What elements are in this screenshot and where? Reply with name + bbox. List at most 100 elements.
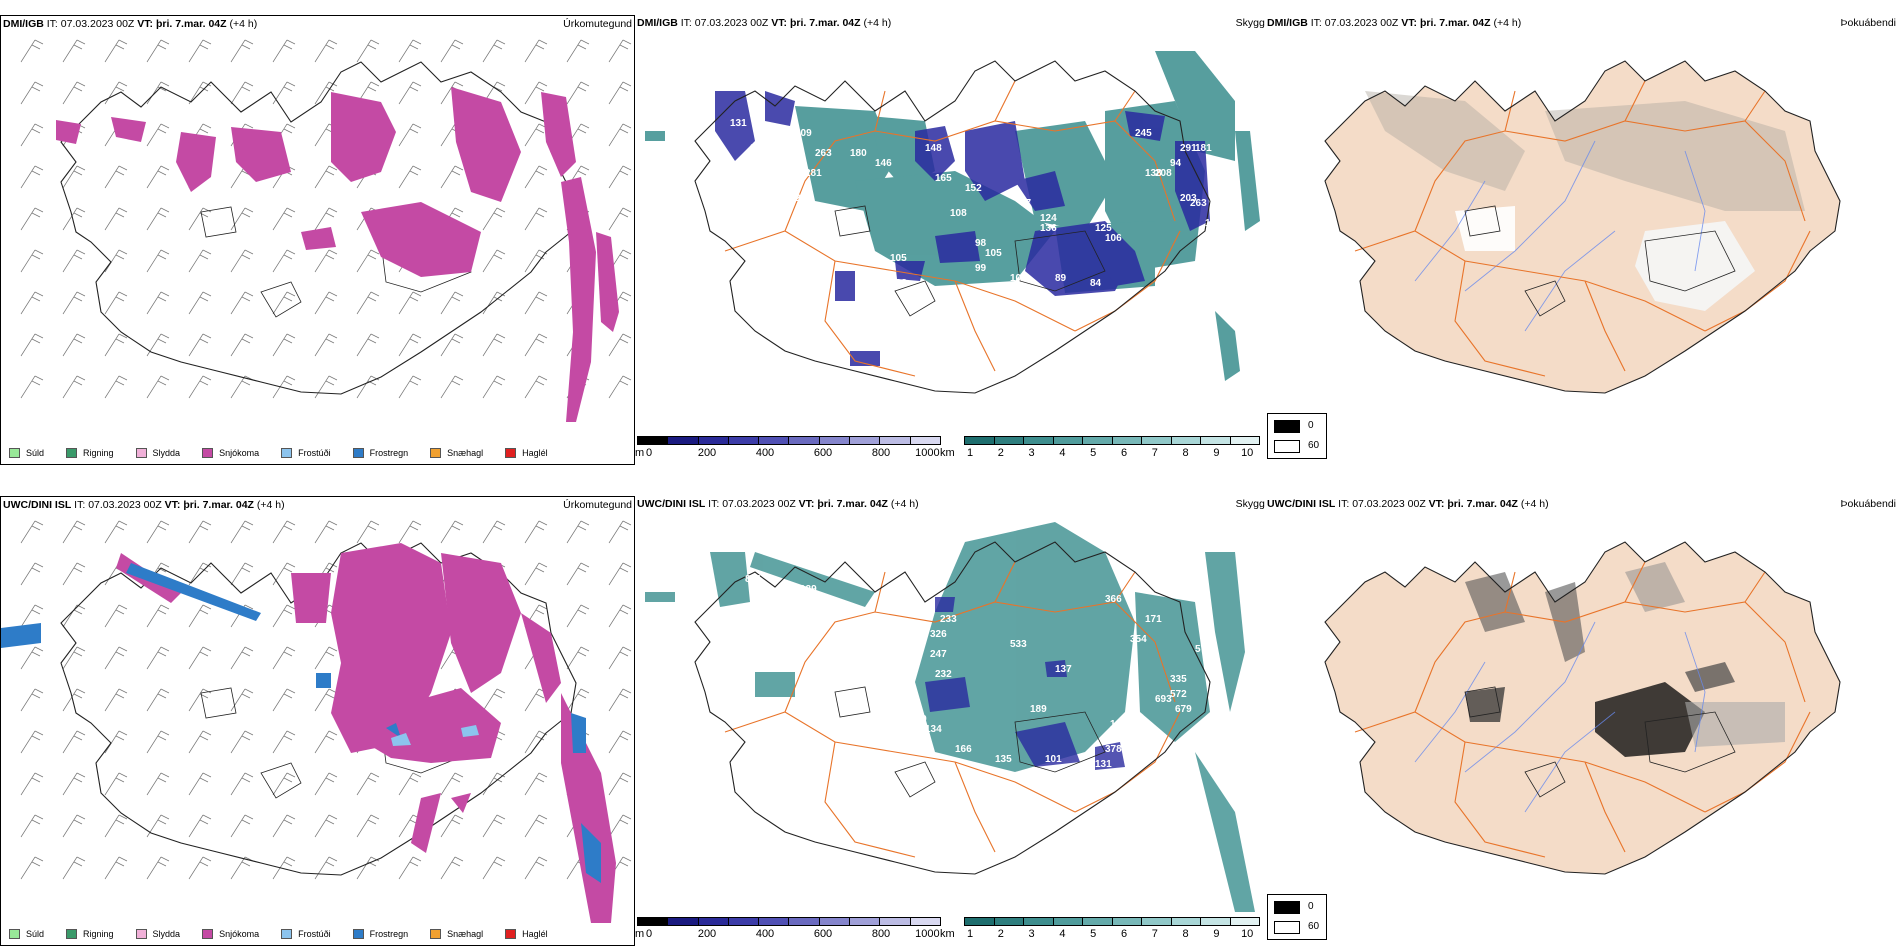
forecast-offset: (+4 h) <box>229 18 258 30</box>
cloud-base-area <box>925 597 1125 770</box>
legend-item-freezing-drizzle: Frostúði <box>281 929 331 939</box>
cloud-base-value: 679 <box>1175 704 1192 715</box>
cloud-base-value: 99 <box>975 263 987 274</box>
visibility-map-top: 1312802092632812261801461481651521089877… <box>645 51 1260 394</box>
cloud-base-value: 165 <box>935 173 952 184</box>
init-time: 07.03.2023 00Z <box>694 17 769 29</box>
cloud-base-value: 124 <box>1040 213 1057 224</box>
cloud-base-value: 378 <box>1105 744 1122 755</box>
freezing-drizzle-area <box>391 725 479 746</box>
visibility-unit: km <box>940 447 955 459</box>
cloud-base-value: 296 <box>1210 193 1227 204</box>
roads <box>1354 80 1811 377</box>
cloud-base-value: 105 <box>890 253 907 264</box>
cloud-base-value: 209 <box>795 128 812 139</box>
cloud-base-value: 84 <box>1090 278 1102 289</box>
legend-item-sleet: Slydda <box>135 448 180 458</box>
land-fill <box>1325 61 1840 393</box>
cloud-base-value: 572 <box>1170 689 1187 700</box>
legend-item-drizzle: Súld <box>9 929 44 939</box>
roads <box>724 561 1181 858</box>
cloud-base-value: 203 <box>1180 193 1197 204</box>
cloud-base-value: 354 <box>1130 634 1147 645</box>
panel-title: Þokuábendi <box>1840 498 1896 510</box>
valid-time: þri. 7.mar. 04Z <box>155 18 227 30</box>
panel-visibility-uwc: UWC/DINI ISL IT: 07.03.2023 00Z VT: þri.… <box>635 496 1265 946</box>
valid-time: þri. 7.mar. 04Z <box>1447 498 1518 510</box>
legend-item-rain: Rigning <box>66 929 114 939</box>
fog-legend-bottom: 0 60 <box>1267 894 1327 940</box>
cloud-base-value: 233 <box>940 614 957 625</box>
cloud-base-value: 98 <box>975 238 987 249</box>
cloud-base-value: 180 <box>850 148 867 159</box>
cloud-base-value: 137 <box>1055 664 1072 675</box>
precip-type-legend: Súld Rigning Slydda Snjókoma Frostúði Fr… <box>1 442 634 464</box>
init-time: 07.03.2023 00Z <box>722 498 796 510</box>
cloud-base-value: 326 <box>930 629 947 640</box>
fog-legend-high-swatch <box>1274 420 1300 433</box>
cloud-base-ticks: 0 200 400 600 800 1000 <box>645 447 940 459</box>
cloud-base-value: 101 <box>1045 754 1062 765</box>
legend-item-hail: Haglél <box>505 448 548 458</box>
cloud-base-value: 280 <box>750 143 767 154</box>
cloud-base-value: 129 <box>800 584 817 595</box>
cloud-base-labels: 881 129 233 326 247 232 533 366 171 354 577 137 189 3… <box>745 574 1212 770</box>
legend-item-drizzle: Súld <box>9 448 44 458</box>
cloud-base-unit: m <box>635 447 645 459</box>
panel-header: UWC/DINI ISL IT: 07.03.2023 00Z VT: þri.… <box>1267 498 1896 510</box>
cloud-base-value: 131 <box>730 118 747 129</box>
cloud-base-colorbar: m 0 200 400 600 800 1000 <box>635 436 945 464</box>
precip-map-bottom <box>1 520 632 923</box>
legend-item-snow: Snjókoma <box>202 929 259 939</box>
fog-legend-top: 0 60 <box>1267 413 1327 459</box>
cloud-base-value: 169 <box>1110 719 1127 730</box>
cloud-base-value: 577 <box>1195 644 1212 655</box>
precip-type-legend: Súld Rigning Slydda Snjókoma Frostúði Fr… <box>1 923 634 945</box>
visibility-area <box>645 522 1255 912</box>
panel-title: Úrkomutegund <box>563 18 632 30</box>
panel-header: DMI/IGB IT: 07.03.2023 00Z VT: þri. 7.ma… <box>1267 17 1896 29</box>
cloud-base-value: 94 <box>1170 158 1182 169</box>
legend-item-rain: Rigning <box>66 448 114 458</box>
cloud-base-value: 131 <box>1095 759 1112 770</box>
cloud-base-value: 232 <box>935 669 952 680</box>
legend-item-sleet: Slydda <box>135 929 180 939</box>
fog-shading <box>1465 562 1785 757</box>
cloud-base-value: 106 <box>1105 233 1122 244</box>
cloud-base-value: 89 <box>1055 273 1067 284</box>
cloud-base-value: 881 <box>745 574 762 585</box>
cloud-base-value: 181 <box>1195 143 1212 154</box>
panel-title: Skyggni <box>1235 17 1265 29</box>
legend-item-snow-pellets: Snæhagl <box>430 929 483 939</box>
cloud-base-value: 533 <box>1010 639 1027 650</box>
panel-title: Skyggni <box>1235 498 1265 510</box>
cloud-base-value: 136 <box>1040 223 1057 234</box>
cloud-base-value: 281 <box>805 168 822 179</box>
rivers <box>1414 621 1706 813</box>
valid-time: þri. 7.mar. 04Z <box>817 498 888 510</box>
cloud-base-value: 146 <box>875 158 892 169</box>
panel-precip-type-uwc: UWC/DINI ISL IT: 07.03.2023 00Z VT: þri.… <box>0 496 635 946</box>
cloud-base-value: 693 <box>1155 694 1172 705</box>
panel-header: DMI/IGB IT: 07.03.2023 00Z VT: þri. 7.ma… <box>3 18 632 30</box>
cloud-base-value: 138 <box>890 278 907 289</box>
fog-map-bottom <box>1324 541 1841 875</box>
panel-header: DMI/IGB IT: 07.03.2023 00Z VT: þri. 7.ma… <box>635 15 1265 31</box>
panel-visibility-dmi: DMI/IGB IT: 07.03.2023 00Z VT: þri. 7.ma… <box>635 15 1265 465</box>
panel-fog-dmi: DMI/IGB IT: 07.03.2023 00Z VT: þri. 7.ma… <box>1265 15 1900 415</box>
panel-header: UWC/DINI ISL IT: 07.03.2023 00Z VT: þri.… <box>3 499 632 511</box>
legend-item-snow: Snjókoma <box>202 448 259 458</box>
model-name: DMI/IGB <box>3 18 44 30</box>
visibility-colorbar: km 1 2 3 4 5 6 7 8 9 10 <box>940 917 1265 945</box>
snow-area <box>56 87 619 422</box>
legend-item-freezing-drizzle: Frostúði <box>281 448 331 458</box>
fog-shading <box>1365 91 1805 311</box>
rivers <box>1414 140 1706 332</box>
cloud-base-value: 171 <box>1145 614 1162 625</box>
init-time: 07.03.2023 00Z <box>1324 17 1399 29</box>
legend-item-freezing-rain: Frostregn <box>352 929 408 939</box>
cloud-base-value: 366 <box>1105 594 1122 605</box>
visibility-ticks: 1 2 3 4 5 6 7 8 9 10 <box>966 447 1254 459</box>
cloud-base-value: 245 <box>1135 128 1152 139</box>
cloud-base-colorbar: m 0 200 400 600 800 1000 <box>635 917 945 945</box>
